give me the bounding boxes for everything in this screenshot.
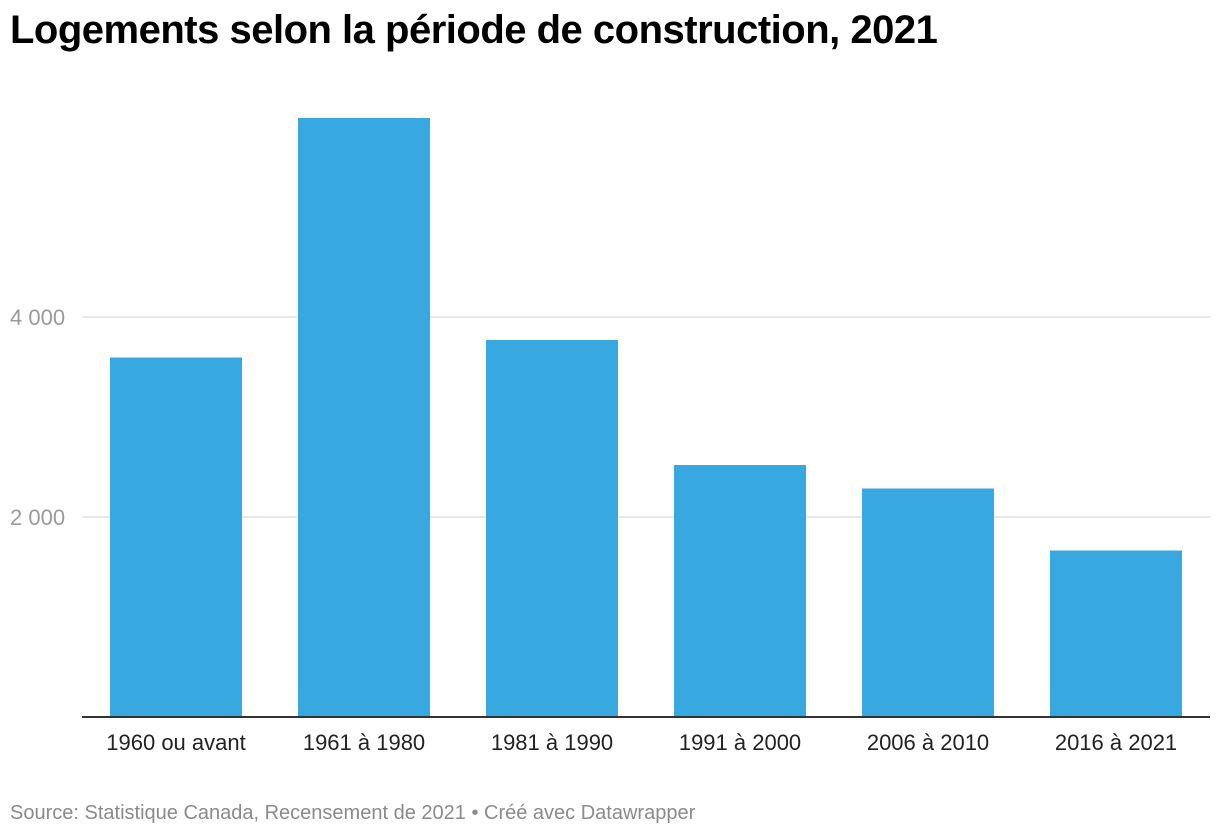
x-tick-labels: 1960 ou avant 1961 à 1980 1981 à 1990 1991 … (106, 730, 1177, 755)
bars (110, 118, 1182, 717)
chart-title: Logements selon la période de constructi… (10, 8, 938, 52)
bar[interactable] (110, 357, 242, 718)
x-tick-label: 2016 à 2021 (1055, 730, 1177, 755)
x-tick-label: 1961 à 1980 (303, 730, 425, 755)
bar[interactable] (1050, 550, 1182, 718)
bar[interactable] (298, 118, 430, 717)
source-footer: Source: Statistique Canada, Recensement … (10, 802, 695, 825)
source-label: Source: (10, 802, 79, 824)
y-tick-labels: 2 000 4 000 (10, 305, 65, 530)
x-tick-label: 1960 ou avant (106, 730, 245, 755)
footer-separator: • (471, 802, 479, 824)
gridlines (82, 316, 1210, 518)
bar[interactable] (486, 340, 618, 717)
source-text: Statistique Canada, Recensement de 2021 (84, 802, 466, 824)
x-tick-label: 2006 à 2010 (867, 730, 989, 755)
bar[interactable] (862, 488, 994, 718)
bar[interactable] (674, 465, 806, 717)
y-tick-label: 2 000 (10, 505, 65, 530)
x-tick-label: 1991 à 2000 (679, 730, 801, 755)
x-tick-label: 1981 à 1990 (491, 730, 613, 755)
credit-link[interactable]: Créé avec Datawrapper (484, 802, 696, 824)
y-tick-label: 4 000 (10, 305, 65, 330)
